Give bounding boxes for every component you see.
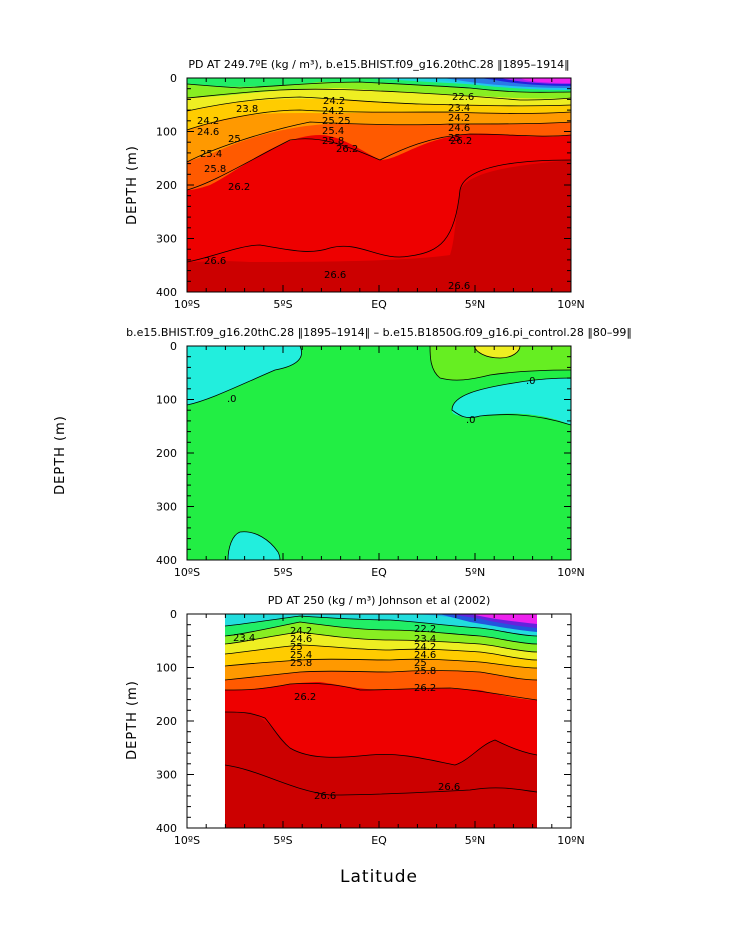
contour-label: 25	[448, 133, 461, 144]
contour-label: 26.6	[324, 270, 346, 281]
contour-label: 22.2	[414, 624, 436, 635]
contour-label: 26.6	[438, 782, 460, 793]
contour-label: 23.4	[233, 633, 255, 644]
y-tick-label: 0	[170, 72, 177, 85]
contour-label: 25.8	[290, 658, 312, 669]
contour-label: 24.6	[197, 127, 219, 138]
contour-label: 24.2	[414, 642, 436, 653]
fill-green	[187, 346, 571, 560]
contour-label: 26.2	[450, 136, 472, 147]
contour-label: 24.2	[448, 113, 470, 124]
x-tick-label: 5ºN	[465, 834, 485, 847]
contour-label: 24.2	[290, 626, 312, 637]
y-tick-label: 300	[156, 501, 177, 514]
y-tick-label: 200	[156, 715, 177, 728]
x-tick-label: 5ºS	[273, 834, 292, 847]
contour-label: 25.8	[204, 164, 226, 175]
x-tick-label: 5ºS	[273, 298, 292, 311]
x-tick-label: 5ºS	[273, 566, 292, 579]
contour-label: 24.6	[448, 123, 470, 134]
x-tick-label: 5ºN	[465, 298, 485, 311]
y-tick-label: 300	[156, 769, 177, 782]
contour-label: .0	[466, 415, 476, 426]
contour-label-group: 23.4 24.2 24.6 25 25.4 25.8 22.2 23.4 24…	[233, 624, 460, 802]
y-axis-label: DEPTH (m)	[125, 145, 140, 225]
contour-label: 23.8	[236, 104, 258, 115]
y-tick-label: 400	[156, 286, 177, 299]
x-axis-label: Latitude	[340, 867, 418, 887]
contour-label: .0	[227, 394, 237, 405]
panel-top: PD AT 249.7ºE (kg / m³), b.e15.BHIST.f09…	[156, 58, 585, 311]
x-tick-label: 10ºS	[174, 566, 200, 579]
contour-label: 24.6	[290, 634, 312, 645]
y-tick-label: 300	[156, 233, 177, 246]
panel-bottom: PD AT 250 (kg / m³) Johnson et al (2002)	[156, 594, 585, 887]
y-tick-label: 400	[156, 822, 177, 835]
y-axis-label: DEPTH (m)	[53, 415, 68, 495]
contour-label: 23.4	[414, 634, 436, 645]
contour-label: 25.4	[200, 149, 222, 160]
fill-cyan	[225, 614, 537, 636]
panel-middle-title: b.e15.BHIST.f09_g16.20thC.28 ‖1895–1914‖…	[126, 326, 632, 339]
contour-label: 25	[414, 658, 427, 669]
panel-top-title: PD AT 249.7ºE (kg / m³), b.e15.BHIST.f09…	[188, 58, 569, 71]
contour-label: 24.6	[414, 650, 436, 661]
contour-label: 26.2	[336, 144, 358, 155]
fill-cyan-bottom	[228, 531, 280, 560]
fill-lightgreen	[430, 346, 571, 381]
fill-yellow	[474, 346, 520, 358]
x-tick-label: 10ºN	[557, 566, 584, 579]
contour-label: 24.2	[323, 96, 345, 107]
contour-lines	[187, 81, 571, 263]
y-tick-label: 0	[170, 340, 177, 353]
y-tick-label: 100	[156, 394, 177, 407]
contour-label: 25	[290, 642, 303, 653]
x-tick-label: EQ	[371, 566, 387, 579]
fill-cyan-left	[187, 346, 302, 405]
contour-label: .0	[526, 376, 536, 387]
contour-label: 26.6	[314, 791, 336, 802]
y-tick-label: 100	[156, 126, 177, 139]
y-axis-label: DEPTH (m)	[125, 680, 140, 760]
contour-label: 23.4	[448, 103, 470, 114]
contour-label: 25.4	[290, 650, 312, 661]
x-tick-label: 5ºN	[465, 566, 485, 579]
contour-label: 24.2	[197, 116, 219, 127]
contour-label: 25	[228, 134, 241, 145]
x-tick-label: EQ	[371, 298, 387, 311]
contour-label: 25.4	[322, 126, 344, 137]
contour-label: 26.2	[228, 182, 250, 193]
contour-label: 24.2	[322, 106, 344, 117]
panel-bottom-title: PD AT 250 (kg / m³) Johnson et al (2002)	[268, 594, 491, 607]
x-tick-label: 10ºN	[557, 298, 584, 311]
contour-label: 26.6	[204, 256, 226, 267]
x-tick-label: EQ	[371, 834, 387, 847]
contour-label: 25.8	[322, 136, 344, 147]
contour-label: 25.8	[414, 666, 436, 677]
contour-label: 26.2	[294, 692, 316, 703]
x-tick-label: 10ºN	[557, 834, 584, 847]
contour-label: 25.25	[322, 116, 351, 127]
contour-label-group: .0 .0 .0	[227, 376, 536, 426]
contour-label: 26.2	[414, 683, 436, 694]
y-tick-label: 200	[156, 447, 177, 460]
y-tick-label: 200	[156, 179, 177, 192]
y-tick-label: 100	[156, 662, 177, 675]
x-tick-label: 10ºS	[174, 834, 200, 847]
contour-label: 26.6	[448, 281, 470, 292]
contour-label: 22.6	[452, 92, 474, 103]
panel-middle: b.e15.BHIST.f09_g16.20thC.28 ‖1895–1914‖…	[126, 326, 632, 579]
fill-magenta	[470, 614, 537, 624]
axes-bottom: 10ºS 5ºS EQ 5ºN 10ºN 0 100 200 300 400	[156, 608, 585, 847]
contour-lines	[225, 615, 537, 796]
contour-lines	[187, 346, 571, 560]
x-tick-label: 10ºS	[174, 298, 200, 311]
y-tick-label: 0	[170, 608, 177, 621]
axes-middle: 10ºS 5ºS EQ 5ºN 10ºN 0 100 200 300 400	[156, 340, 585, 579]
contour-label-group: 23.8 24.2 24.2 24.6 25 25.4 25.8 26.2 24…	[197, 92, 474, 292]
axes-top: 10ºS 5ºS EQ 5ºN 10ºN 0 100 200 300 400	[156, 72, 585, 311]
y-tick-label: 400	[156, 554, 177, 567]
